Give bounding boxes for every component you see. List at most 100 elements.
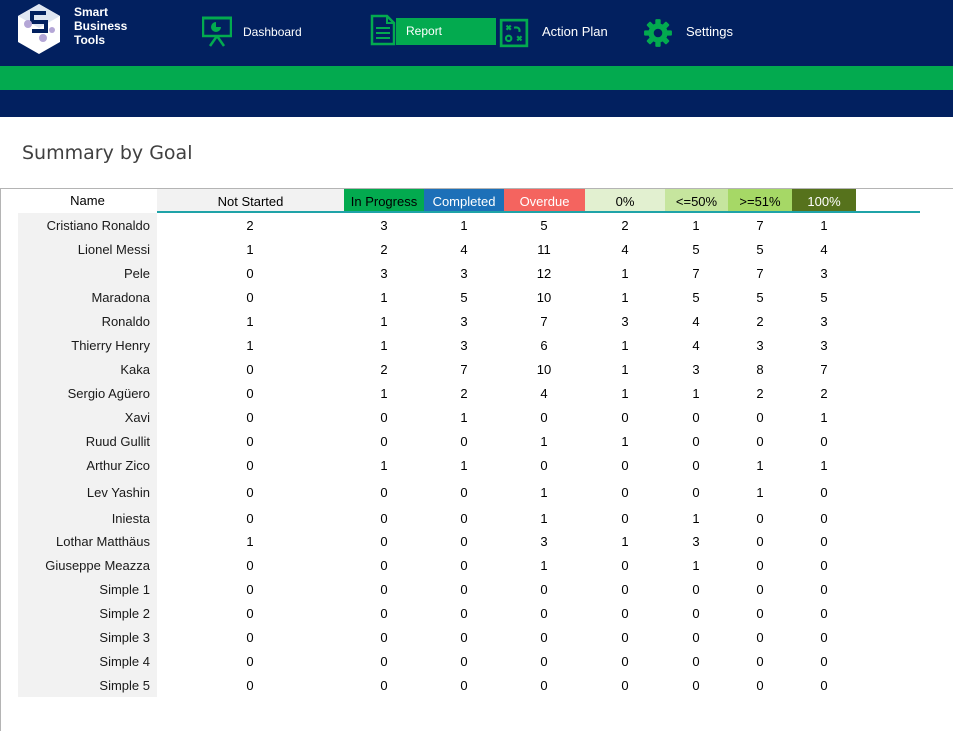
table-cell: 0 (246, 362, 254, 377)
table-cell: 2 (380, 242, 388, 257)
table-cell: 6 (540, 338, 548, 353)
column-header: Not Started (157, 189, 344, 211)
row-name: Simple 4 (99, 654, 150, 669)
table-cell: 7 (540, 314, 548, 329)
row-name: Cristiano Ronaldo (46, 218, 150, 233)
table-cell: 12 (536, 266, 552, 281)
table-cell: 3 (380, 218, 388, 233)
table-cell: 0 (692, 434, 700, 449)
table-cell: 5 (692, 290, 700, 305)
table-cell: 0 (246, 386, 254, 401)
logo-icon (18, 4, 60, 54)
table-cell: 1 (540, 511, 548, 526)
table-cell: 0 (246, 410, 254, 425)
table-cell: 0 (621, 511, 629, 526)
table-cell: 0 (756, 511, 764, 526)
table-cell: 4 (621, 242, 629, 257)
table-cell: 10 (536, 290, 552, 305)
table-cell: 1 (380, 386, 388, 401)
nav-action-plan[interactable]: Action Plan (542, 24, 608, 39)
row-name: Thierry Henry (71, 338, 150, 353)
table-cell: 0 (756, 630, 764, 645)
row-name: Maradona (91, 290, 150, 305)
table-cell: 0 (460, 678, 468, 693)
column-header: 100% (792, 189, 856, 211)
page-title: Summary by Goal (22, 142, 193, 164)
table-cell: 0 (692, 630, 700, 645)
table-cell: 8 (756, 362, 764, 377)
table-cell: 0 (621, 485, 629, 500)
column-header: 0% (585, 189, 665, 211)
row-name: Arthur Zico (86, 458, 150, 473)
table-cell: 0 (820, 485, 828, 500)
table-cell: 7 (692, 266, 700, 281)
table-cell: 3 (692, 362, 700, 377)
table-cell: 0 (460, 558, 468, 573)
table-cell: 0 (246, 678, 254, 693)
table-cell: 7 (756, 266, 764, 281)
table-cell: 0 (380, 606, 388, 621)
table-cell: 0 (756, 582, 764, 597)
header-underline (157, 211, 920, 213)
column-header: In Progress (344, 189, 424, 211)
table-cell: 0 (540, 654, 548, 669)
table-cell: 0 (380, 410, 388, 425)
row-name: Pele (123, 266, 150, 281)
table-cell: 0 (692, 458, 700, 473)
nav-dashboard[interactable]: Dashboard (243, 25, 302, 39)
table-cell: 1 (246, 242, 254, 257)
brand-line-2: Business (74, 19, 128, 33)
gear-icon[interactable] (643, 17, 673, 49)
table-cell: 0 (756, 410, 764, 425)
table-cell: 3 (460, 266, 468, 281)
brand-line-3: Tools (74, 33, 106, 47)
table-cell: 0 (380, 630, 388, 645)
table-cell: 1 (621, 338, 629, 353)
table-cell: 1 (692, 511, 700, 526)
table-cell: 3 (820, 314, 828, 329)
table-cell: 1 (621, 362, 629, 377)
table-cell: 1 (540, 485, 548, 500)
name-column-header: Name (70, 193, 105, 208)
table-cell: 0 (621, 558, 629, 573)
tactics-board-icon[interactable] (499, 17, 529, 49)
brand-name: Smart Business Tools (74, 5, 127, 47)
document-icon[interactable] (368, 14, 398, 46)
table-cell: 0 (756, 606, 764, 621)
table-cell: 1 (380, 458, 388, 473)
table-cell: 1 (692, 218, 700, 233)
table-cell: 0 (820, 511, 828, 526)
table-cell: 0 (692, 678, 700, 693)
table-cell: 1 (756, 485, 764, 500)
table-cell: 0 (246, 582, 254, 597)
table-cell: 3 (692, 534, 700, 549)
table-cell: 1 (540, 434, 548, 449)
row-name: Lionel Messi (77, 242, 150, 257)
nav-report[interactable]: Report (396, 18, 496, 45)
table-cell: 0 (621, 582, 629, 597)
presentation-board-icon[interactable] (202, 15, 232, 47)
table-cell: 5 (460, 290, 468, 305)
row-name: Ronaldo (101, 314, 150, 329)
table-cell: 0 (380, 511, 388, 526)
table-cell: 2 (756, 314, 764, 329)
table-cell: 1 (621, 534, 629, 549)
table-cell: 1 (246, 338, 254, 353)
table-cell: 4 (692, 314, 700, 329)
table-cell: 0 (540, 678, 548, 693)
table-cell: 7 (460, 362, 468, 377)
table-cell: 2 (460, 386, 468, 401)
table-cell: 3 (540, 534, 548, 549)
table-cell: 5 (692, 242, 700, 257)
table-cell: 0 (460, 606, 468, 621)
table-cell: 0 (820, 654, 828, 669)
nav-settings[interactable]: Settings (686, 24, 733, 39)
table-cell: 2 (246, 218, 254, 233)
row-name: Giuseppe Meazza (45, 558, 150, 573)
table-cell: 10 (536, 362, 552, 377)
row-name: Simple 5 (99, 678, 150, 693)
table-cell: 7 (756, 218, 764, 233)
table-cell: 0 (380, 485, 388, 500)
brand-line-1: Smart (74, 5, 109, 19)
table-cell: 0 (621, 606, 629, 621)
